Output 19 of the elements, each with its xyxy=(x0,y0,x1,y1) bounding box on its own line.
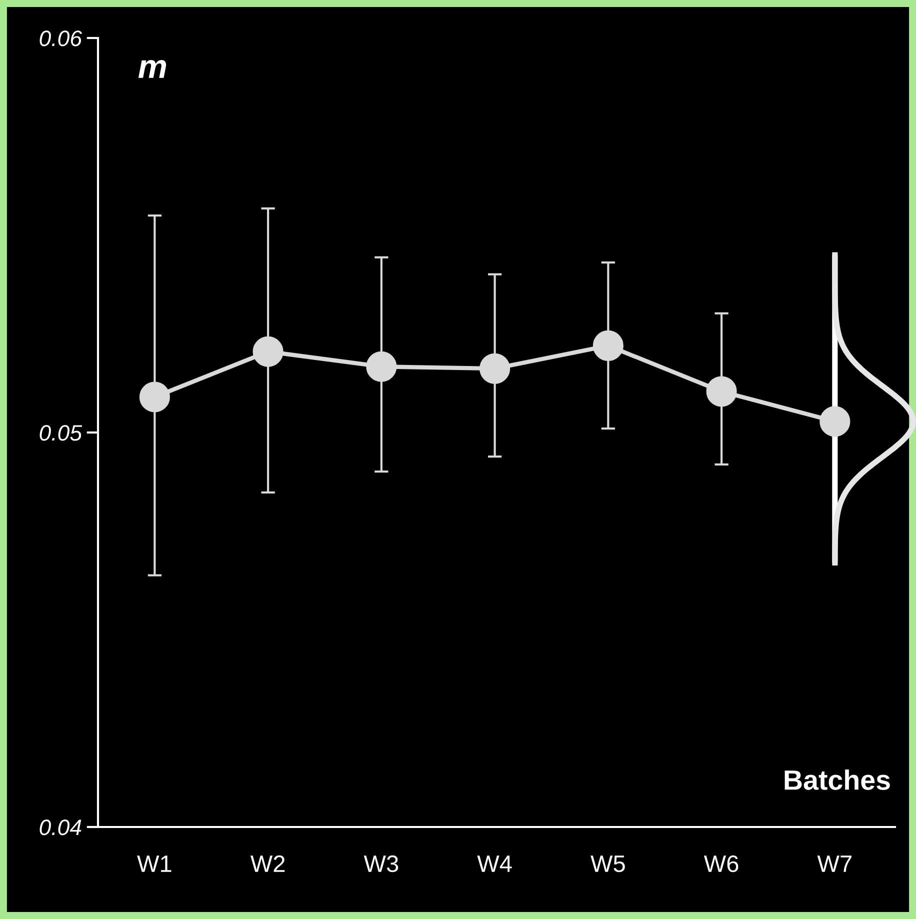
x-tick-label: W4 xyxy=(477,856,512,872)
point xyxy=(592,330,624,361)
y-tick-label: 0.06 xyxy=(40,30,82,46)
point xyxy=(366,351,397,382)
x-tick-label: W6 xyxy=(704,855,738,872)
x-tick-label: W3 xyxy=(364,855,398,872)
point xyxy=(706,376,737,407)
y-tick-label: 0.04 xyxy=(40,820,82,836)
point xyxy=(480,353,510,384)
point xyxy=(820,406,850,437)
x-tick-label: W2 xyxy=(250,855,285,872)
x-axis-title: Batches xyxy=(784,770,890,790)
point xyxy=(252,336,284,367)
x-tick-label: W5 xyxy=(590,856,625,872)
x-tick-label: W1 xyxy=(137,856,172,872)
chart-title: m xyxy=(138,60,166,78)
x-tick-label: W7 xyxy=(817,856,852,872)
point xyxy=(139,382,170,412)
y-tick-label: 0.05 xyxy=(40,425,82,441)
